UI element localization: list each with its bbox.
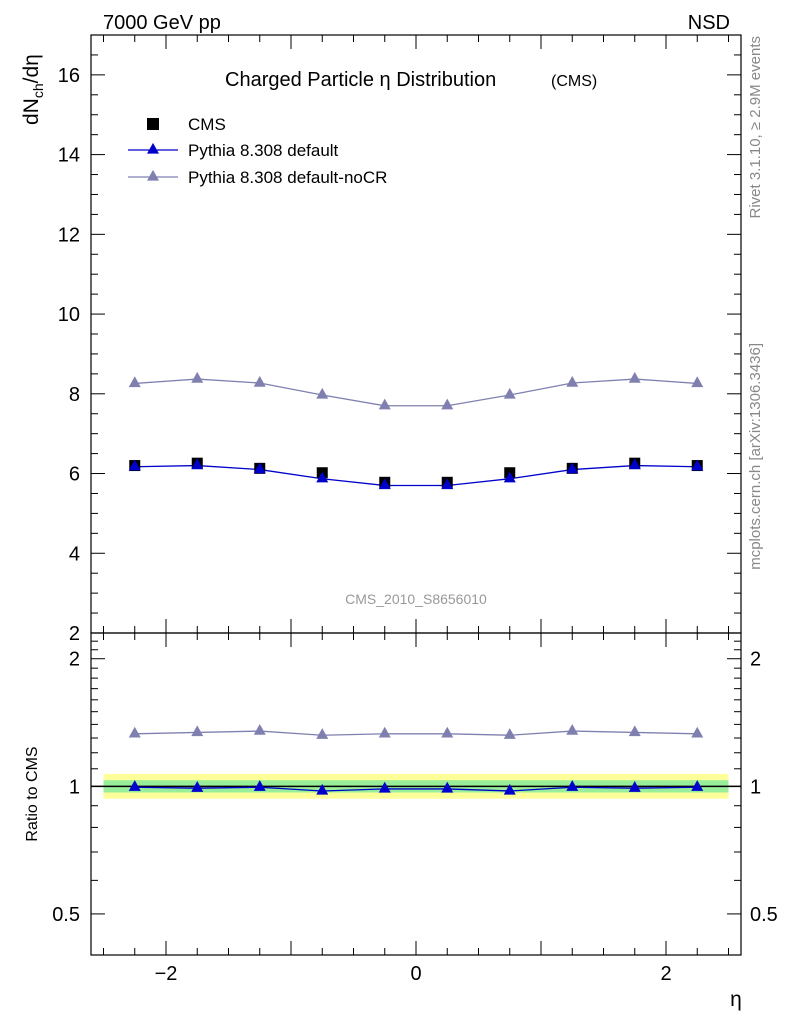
ratio-point	[316, 728, 329, 739]
mc-point	[691, 376, 704, 388]
legend-marker	[147, 118, 159, 130]
source-label: mcplots.cern.ch [arXiv:1306.3436]	[747, 343, 764, 570]
legend-label: Pythia 8.308 default-noCR	[188, 168, 387, 187]
ratio-y-tick-label-right: 1	[750, 776, 761, 798]
ratio-series-line	[134, 730, 698, 736]
series-line	[134, 464, 698, 487]
ratio-point	[441, 726, 454, 738]
ratio-point	[503, 783, 516, 795]
mc-point	[503, 471, 516, 483]
energy-label: 7000 GeV pp	[103, 12, 221, 34]
x-tick-label: 2	[660, 963, 671, 985]
main-y-tick-label: 8	[69, 384, 80, 406]
ratio-point	[253, 723, 266, 735]
x-tick-labels: −2 0 2	[155, 963, 672, 985]
main-series-layer	[128, 371, 704, 490]
main-y-axis-label: dNch/dη	[20, 54, 46, 125]
chart-title-suffix: (CMS)	[551, 73, 597, 90]
main-y-tick-labels: 2 4 6 8 10 12 14 16	[58, 65, 80, 645]
ratio-point	[691, 726, 704, 738]
ratio-point	[628, 781, 641, 792]
mc-point	[253, 462, 266, 474]
ratio-point	[253, 780, 266, 791]
ratio-y-axis-label: Ratio to CMS	[24, 746, 41, 841]
mc-point	[566, 462, 579, 474]
ratio-point	[128, 726, 141, 738]
ratio-y-tick-label: 1	[69, 776, 80, 798]
process-label: NSD	[688, 12, 730, 34]
mc-point	[316, 387, 329, 399]
ratio-point	[628, 725, 641, 737]
mc-point	[378, 398, 391, 410]
ratio-point	[566, 723, 579, 735]
mc-point	[628, 458, 641, 470]
ratio-uncertainty-bands	[91, 773, 741, 799]
ratio-point	[378, 781, 391, 793]
mc-point	[191, 458, 204, 470]
x-axis-label: η	[730, 988, 742, 1011]
series-line	[134, 378, 698, 407]
mc-point	[191, 371, 204, 383]
mc-point	[128, 459, 141, 471]
main-y-tick-label: 6	[69, 464, 80, 486]
ratio-point	[503, 728, 516, 739]
legend: CMS Pythia 8.308 default Pythia 8.308 defa…	[128, 115, 387, 187]
ratio-point	[441, 781, 454, 793]
ratio-y-tick-label-right: 2	[750, 649, 761, 671]
mc-point	[253, 375, 266, 387]
mc-point	[441, 478, 454, 490]
legend-label: Pythia 8.308 default	[188, 141, 339, 160]
main-y-tick-label: 10	[58, 304, 80, 326]
legend-marker	[147, 169, 159, 181]
main-plot-panel: 2 4 6 8 10 12 14 16 dNch/dη Charged Particle η …	[20, 34, 742, 645]
ratio-y-tick-label-right: 0.5	[750, 904, 778, 926]
mc-point	[378, 478, 391, 490]
legend-label: CMS	[188, 115, 226, 134]
ratio-point	[316, 783, 329, 795]
legend-marker	[147, 142, 159, 154]
ratio-point	[566, 780, 579, 791]
chart-title: Charged Particle η Distribution	[225, 69, 496, 91]
mc-point	[628, 371, 641, 383]
ratio-series-layer	[128, 723, 704, 795]
mc-point	[691, 459, 704, 471]
ratio-plot-panel: 0.5 0.5 1 1 2 2 −2 0 2 Ratio to CMS η	[24, 632, 778, 1011]
x-tick-label: −2	[155, 963, 178, 985]
mc-point	[566, 375, 579, 387]
ratio-y-tick-label: 0.5	[52, 904, 80, 926]
mc-point	[316, 471, 329, 483]
ratio-plot-axis-ticks	[91, 633, 741, 956]
main-plot-axis-ticks	[91, 34, 741, 634]
x-tick-label: 0	[410, 963, 421, 985]
ratio-point	[191, 781, 204, 792]
ratio-point	[691, 780, 704, 791]
ratio-y-tick-labels: 0.5 0.5 1 1 2 2	[52, 649, 778, 926]
mc-point	[441, 398, 454, 410]
ratio-y-tick-label: 2	[69, 649, 80, 671]
main-y-tick-label: 16	[58, 65, 80, 87]
main-y-tick-label: 12	[58, 224, 80, 246]
analysis-watermark: CMS_2010_S8656010	[345, 591, 487, 607]
rivet-version-label: Rivet 3.1.10, ≥ 2.9M events	[747, 36, 764, 219]
mc-point	[128, 376, 141, 388]
mc-point	[503, 387, 516, 399]
ratio-series-line	[134, 786, 698, 792]
ratio-point	[128, 780, 141, 791]
main-y-tick-label: 2	[69, 623, 80, 645]
main-y-tick-label: 4	[69, 543, 80, 565]
ratio-point	[378, 726, 391, 738]
main-y-tick-label: 14	[58, 145, 80, 167]
ratio-point	[191, 725, 204, 737]
